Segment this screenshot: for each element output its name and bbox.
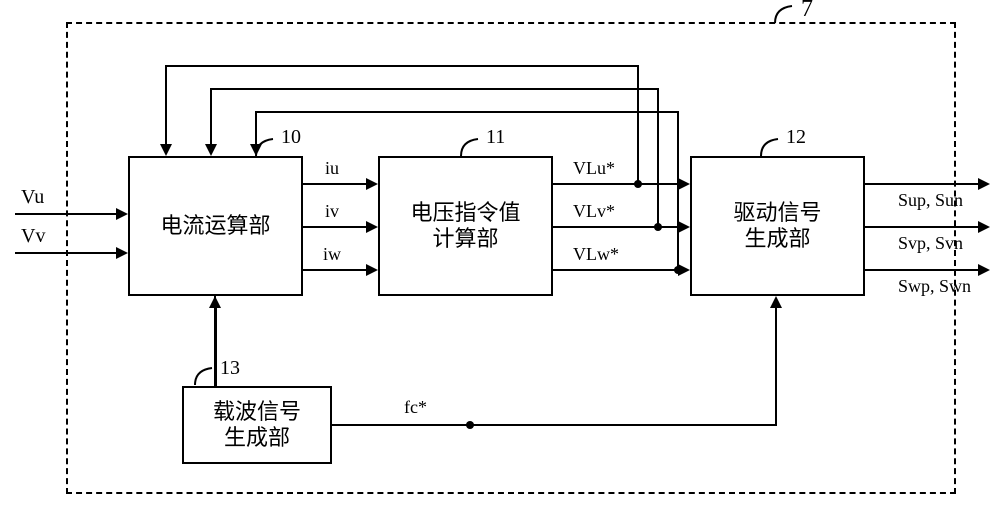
- ref-hook-12: [756, 131, 786, 161]
- line-vu: [15, 213, 118, 215]
- arrow-vlu: [678, 178, 690, 190]
- arrow-vv: [116, 247, 128, 259]
- arrow-svp: [978, 221, 990, 233]
- fb-vlw-up: [677, 111, 679, 270]
- label-sup: Sup, Sun: [898, 190, 963, 211]
- line-swp: [865, 269, 980, 271]
- label-vlu: VLu*: [573, 158, 615, 179]
- fb-vlv-up: [657, 88, 659, 227]
- fc-to-12-v: [775, 308, 777, 426]
- label-vv: Vv: [21, 225, 45, 248]
- ref-label-10: 10: [281, 126, 301, 149]
- block-11-label: 电压指令值 计算部: [410, 200, 520, 253]
- fc-to-10-arrow: [209, 296, 221, 308]
- label-fc: fc*: [404, 397, 427, 418]
- arrow-vu: [116, 208, 128, 220]
- label-vlw: VLw*: [573, 244, 619, 265]
- fb-vlv-h: [210, 88, 659, 90]
- line-fc: [332, 424, 777, 426]
- arrow-iw: [366, 264, 378, 276]
- fb-vlv-down: [210, 88, 212, 145]
- fb-vlw-arrow: [250, 144, 262, 156]
- dot-fc: [466, 421, 474, 429]
- arrow-vlv: [678, 221, 690, 233]
- line-iu: [303, 183, 368, 185]
- fb-vlu-arrow: [160, 144, 172, 156]
- ref-label-12: 12: [786, 126, 806, 149]
- block-current-calc: 电流运算部: [128, 156, 303, 296]
- arrow-swp: [978, 264, 990, 276]
- fc-to-12-arrow: [770, 296, 782, 308]
- label-vlv: VLv*: [573, 201, 615, 222]
- arrow-sup: [978, 178, 990, 190]
- line-svp: [865, 226, 980, 228]
- label-iw: iw: [323, 244, 341, 265]
- fb-vlw-h: [255, 111, 679, 113]
- arrow-iu: [366, 178, 378, 190]
- label-iu: iu: [325, 158, 339, 179]
- label-iv: iv: [325, 201, 339, 222]
- line-vlu: [553, 183, 679, 185]
- label-swp: Swp, Swn: [898, 276, 971, 297]
- block-10-label: 电流运算部: [160, 213, 270, 239]
- fb-vlu-down: [165, 65, 167, 145]
- line-iw: [303, 269, 368, 271]
- block-12-label: 驱动信号 生成部: [733, 200, 821, 253]
- arrow-iv: [366, 221, 378, 233]
- line-sup: [865, 183, 980, 185]
- fb-vlw-down: [255, 111, 257, 145]
- line-iv: [303, 226, 368, 228]
- line-vlw: [553, 269, 679, 271]
- block-voltage-cmd: 电压指令值 计算部: [378, 156, 553, 296]
- fc-branch-up: [215, 308, 217, 386]
- ref-label-11: 11: [486, 126, 505, 149]
- ref-label-13: 13: [220, 357, 240, 380]
- fb-vlv-arrow: [205, 144, 217, 156]
- line-vv: [15, 252, 118, 254]
- label-vu: Vu: [21, 186, 44, 209]
- block-carrier-signal: 载波信号 生成部: [182, 386, 332, 464]
- block-drive-signal: 驱动信号 生成部: [690, 156, 865, 296]
- ref-label-7: 7: [801, 0, 813, 23]
- label-svp: Svp, Svn: [898, 233, 963, 254]
- block-13-label: 载波信号 生成部: [213, 399, 301, 452]
- ref-hook-11: [456, 131, 486, 161]
- fb-vlu-h: [165, 65, 639, 67]
- fb-vlu-up: [637, 65, 639, 184]
- ref-hook-7: [770, 0, 800, 28]
